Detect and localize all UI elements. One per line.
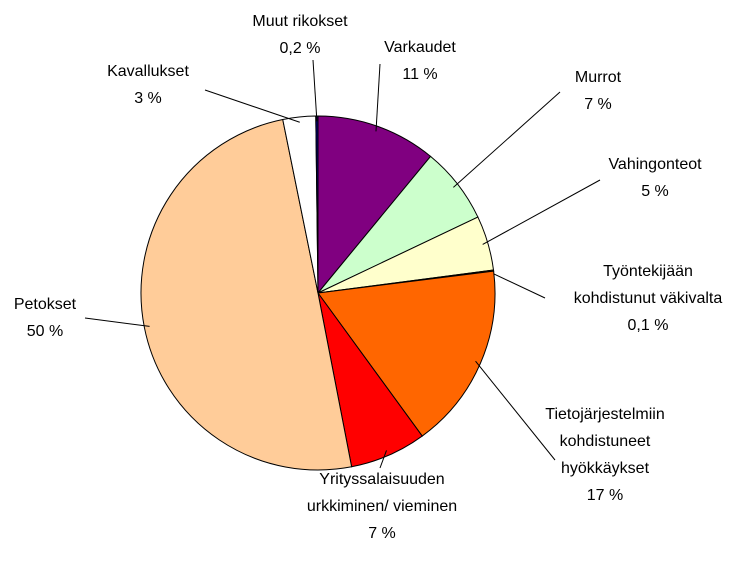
value-label: 3 % [134, 90, 162, 107]
slice-label: Vahingonteot [608, 156, 702, 173]
value-label: 17 % [587, 487, 623, 504]
value-label: 7 % [584, 96, 612, 113]
pie-slice [140, 118, 353, 471]
slice-label: Murrot [575, 69, 622, 86]
leader-line [204, 89, 300, 123]
slice-label: Työntekijään kohdistunut väkivalta [574, 263, 723, 307]
slice-label: Petokset [14, 296, 77, 313]
slice-label: Kavallukset [107, 63, 189, 80]
pie-slice [317, 270, 496, 437]
slice-label: Varkaudet [384, 39, 456, 56]
slice-label: Tietojärjestelmiin kohdistuneet hyökkäykse… [545, 406, 664, 477]
leader-line [488, 270, 546, 299]
value-label: 0,1 % [628, 317, 669, 334]
value-label: 7 % [368, 525, 396, 542]
leader-line [84, 317, 150, 327]
leader-line [375, 63, 381, 132]
leader-line [312, 59, 318, 122]
leader-line [482, 179, 601, 245]
value-label: 5 % [641, 183, 669, 200]
leader-line [379, 450, 387, 469]
slice-label: Yrityssalaisuuden urkkiminen/ vieminen [307, 471, 457, 515]
leader-line [475, 360, 556, 461]
value-label: 11 % [402, 66, 437, 83]
value-label: 50 % [27, 323, 63, 340]
leader-line [453, 91, 561, 188]
slice-label: Muut rikokset [252, 13, 348, 30]
pie-slice [317, 115, 432, 295]
value-label: 0,2 % [280, 40, 321, 57]
